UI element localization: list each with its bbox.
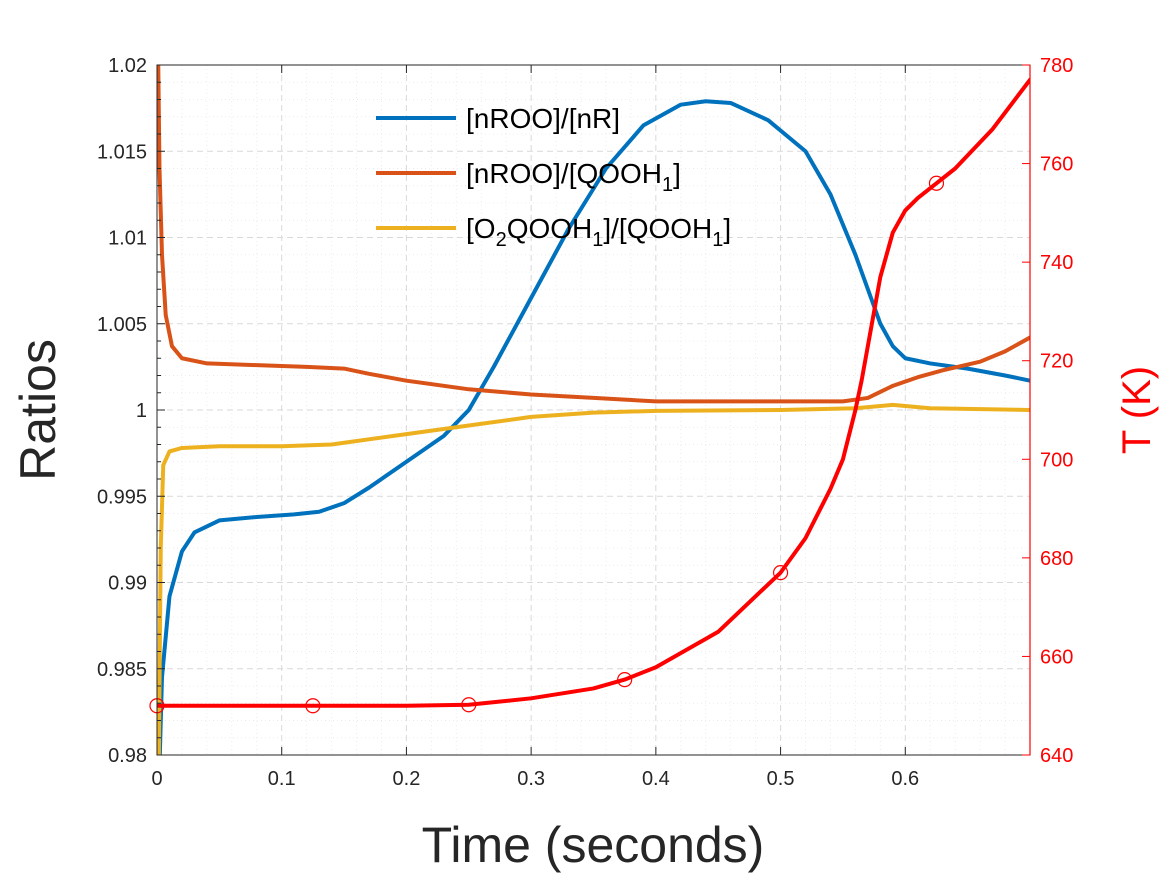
- x-tick-label: 0: [151, 768, 162, 790]
- series-line-1: [157, 65, 1030, 404]
- y-tick-label: 1.01: [108, 228, 147, 250]
- series-line-2: [157, 402, 1030, 755]
- data-point-marker: [461, 697, 477, 713]
- legend-label: [nROO]/[QOOH1]: [466, 158, 681, 196]
- x-tick-label: 0.6: [891, 768, 919, 790]
- x-tick-label: 0.2: [393, 768, 421, 790]
- x-tick-label: 0.4: [642, 768, 670, 790]
- tick-labels: 0 0.1 0.2 0.3 0.4 0.5 0.6 0.98 0.985 0.99 0.995 1 1.…: [97, 55, 1073, 790]
- legend-label: [O2QOOH1]/[QOOH1]: [466, 213, 731, 251]
- data-point-marker: [617, 671, 633, 688]
- y-axis-title: Ratios: [10, 339, 66, 481]
- data-point-marker: [305, 698, 321, 714]
- y-right-tick-label: 760: [1040, 154, 1073, 176]
- series-layer: [149, 65, 1030, 755]
- x-tick-label: 0.1: [268, 768, 296, 790]
- y-right-tick-label: 740: [1040, 252, 1073, 274]
- x-tick-label: 0.5: [767, 768, 795, 790]
- y-right-tick-label: 680: [1040, 548, 1073, 570]
- y-right-tick-label: 660: [1040, 646, 1073, 668]
- series-line-0: [157, 99, 1030, 755]
- y-right-tick-label: 640: [1040, 745, 1073, 767]
- series-line-3: [157, 77, 1030, 708]
- y-tick-label: 1.005: [97, 314, 147, 336]
- y-tick-label: 0.995: [97, 486, 147, 508]
- y-tick-label: 0.985: [97, 659, 147, 681]
- y-tick-label: 0.98: [108, 745, 147, 767]
- y-tick-label: 1.015: [97, 141, 147, 163]
- y-tick-label: 1: [136, 400, 147, 422]
- data-point-marker: [928, 175, 945, 191]
- y-axis-right-title: T (K): [1115, 366, 1159, 454]
- legend-label: [nROO]/[nR]: [466, 103, 620, 134]
- ticks: [156, 64, 1030, 756]
- x-axis-title: Time (seconds): [422, 817, 765, 873]
- x-tick-label: 0.3: [517, 768, 545, 790]
- y-tick-label: 0.99: [108, 573, 147, 595]
- y-tick-label: 1.02: [108, 55, 147, 77]
- legend: [nROO]/[nR] [nROO]/[QOOH1] [O2QOOH1]/[QOOH…: [376, 103, 731, 251]
- y-right-tick-label: 780: [1040, 55, 1073, 77]
- data-point-marker: [772, 565, 789, 581]
- y-right-tick-label: 720: [1040, 351, 1073, 373]
- y-right-tick-label: 700: [1040, 449, 1073, 471]
